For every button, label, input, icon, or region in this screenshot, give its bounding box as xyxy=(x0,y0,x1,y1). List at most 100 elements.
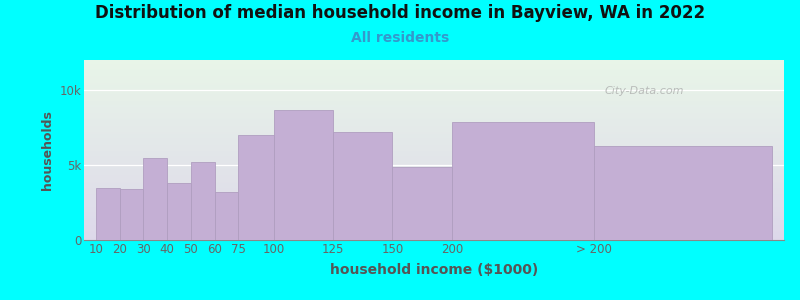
Bar xyxy=(84,206,784,207)
Bar xyxy=(84,130,784,131)
Bar xyxy=(190,162,214,240)
Bar xyxy=(84,144,784,145)
Bar xyxy=(84,72,784,73)
Bar xyxy=(84,114,784,115)
Bar xyxy=(143,158,167,240)
Bar xyxy=(84,229,784,230)
Bar xyxy=(84,91,784,92)
Bar xyxy=(84,85,784,86)
Bar xyxy=(84,65,784,66)
Bar xyxy=(84,66,784,67)
Bar xyxy=(84,111,784,112)
Bar xyxy=(84,174,784,175)
Bar xyxy=(84,119,784,120)
Text: Distribution of median household income in Bayview, WA in 2022: Distribution of median household income … xyxy=(95,4,705,22)
Bar xyxy=(84,103,784,104)
Bar xyxy=(84,109,784,110)
Bar xyxy=(84,77,784,78)
Bar xyxy=(84,92,784,93)
Bar xyxy=(84,80,784,81)
Bar xyxy=(84,82,784,83)
Bar xyxy=(84,209,784,210)
Bar xyxy=(84,127,784,128)
Bar xyxy=(84,155,784,156)
Bar xyxy=(84,67,784,68)
Bar xyxy=(84,149,784,150)
Bar xyxy=(84,140,784,141)
Bar xyxy=(84,101,784,102)
Bar xyxy=(84,71,784,72)
Bar xyxy=(84,171,784,172)
Bar xyxy=(84,165,784,166)
Bar xyxy=(84,212,784,213)
Bar xyxy=(84,75,784,76)
Bar xyxy=(84,153,784,154)
Bar xyxy=(84,158,784,159)
Bar xyxy=(84,121,784,122)
Bar xyxy=(84,88,784,89)
Bar xyxy=(84,169,784,170)
Bar xyxy=(84,178,784,179)
Bar xyxy=(84,134,784,135)
Bar xyxy=(84,216,784,217)
Bar xyxy=(84,175,784,176)
Bar xyxy=(84,82,784,83)
Bar xyxy=(84,221,784,222)
Bar xyxy=(84,226,784,227)
Bar xyxy=(84,102,784,103)
Bar xyxy=(238,135,274,240)
Bar xyxy=(84,131,784,132)
Bar xyxy=(84,124,784,125)
Bar xyxy=(96,188,119,240)
Bar xyxy=(84,204,784,205)
Bar xyxy=(84,187,784,188)
X-axis label: household income ($1000): household income ($1000) xyxy=(330,263,538,277)
Bar xyxy=(84,197,784,198)
Bar xyxy=(84,99,784,100)
Bar xyxy=(84,98,784,99)
Bar xyxy=(84,141,784,142)
Bar xyxy=(84,89,784,90)
Bar xyxy=(84,235,784,236)
Bar xyxy=(84,184,784,185)
Bar xyxy=(84,147,784,148)
Y-axis label: households: households xyxy=(41,110,54,190)
Bar xyxy=(84,205,784,206)
Bar xyxy=(84,180,784,181)
Bar xyxy=(84,160,784,161)
Bar xyxy=(84,218,784,219)
Bar xyxy=(84,151,784,152)
Bar xyxy=(84,129,784,130)
Bar xyxy=(84,220,784,221)
Bar xyxy=(84,105,784,106)
Bar xyxy=(84,116,784,117)
Bar xyxy=(84,227,784,228)
Bar xyxy=(84,181,784,182)
Bar xyxy=(84,237,784,238)
Bar xyxy=(84,234,784,235)
Bar xyxy=(84,135,784,136)
Bar xyxy=(84,79,784,80)
Bar xyxy=(84,104,784,105)
Bar xyxy=(84,83,784,84)
Bar xyxy=(84,154,784,155)
Bar xyxy=(84,150,784,151)
Bar xyxy=(594,146,772,240)
Bar xyxy=(84,122,784,123)
Bar xyxy=(84,108,784,109)
Bar xyxy=(84,167,784,168)
Bar xyxy=(84,137,784,138)
Bar xyxy=(84,236,784,237)
Bar xyxy=(84,189,784,190)
Bar xyxy=(84,106,784,107)
Bar xyxy=(84,199,784,200)
Bar xyxy=(84,219,784,220)
Bar xyxy=(84,194,784,195)
Bar xyxy=(84,123,784,124)
Bar xyxy=(84,228,784,229)
Bar xyxy=(84,217,784,218)
Bar xyxy=(84,224,784,225)
Bar xyxy=(84,139,784,140)
Bar xyxy=(84,193,784,194)
Bar xyxy=(84,200,784,201)
